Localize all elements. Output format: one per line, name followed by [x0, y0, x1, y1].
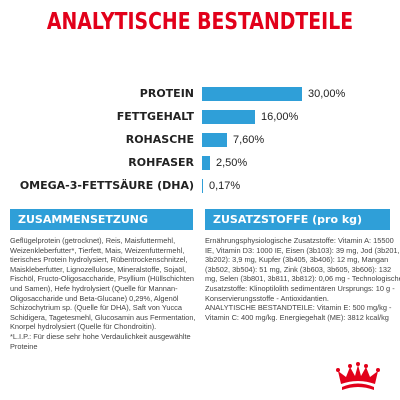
composition-line: Oligosaccharide und Beta-Glucane) 0,29%,…: [10, 293, 179, 303]
analysis-label: ROHASCHE: [125, 133, 194, 146]
composition-line: Weizenkleberfutter*, Tierfett, Mais, Wei…: [10, 245, 185, 255]
analysis-label: PROTEIN: [139, 87, 194, 100]
analysis-bar: [202, 87, 302, 101]
analysis-row-rohfaser: ROHFASER 2,50%: [0, 155, 400, 171]
analysis-row-rohasche: ROHASCHE 7,60%: [0, 132, 400, 148]
composition-line: Schidigera, Tagetesmehl, Glucosamin aus …: [10, 312, 196, 322]
analysis-value: 2,50%: [216, 157, 248, 169]
additives-heading: ZUSATZSTOFFE (pro kg): [205, 209, 390, 230]
analysis-row-omega3: OMEGA-3-FETTSÄURE (DHA) 0,17%: [0, 178, 400, 194]
additives-text: Ernährungsphysiologische Zusatzstoffe: V…: [205, 236, 400, 322]
analysis-label: ROHFASER: [128, 156, 194, 169]
additives-line: mg, Selen (3b801, 3b811, 3b812): 0,06 mg…: [205, 274, 400, 284]
analysis-row-fettgehalt: FETTGEHALT 16,00%: [0, 109, 400, 125]
composition-line: Schizochytrium sp. (Quelle für DHA), Saf…: [10, 303, 182, 313]
analysis-row-protein: PROTEIN 30,00%: [0, 86, 400, 102]
royal-canin-crown-logo: [336, 362, 380, 390]
additives-line: 3b202): 3,9 mg, Kupfer (3b405, 3b406): 1…: [205, 255, 389, 265]
additives-line: IE, Vitamin D3: 1000 IE, Eisen (3b103): …: [205, 245, 400, 255]
analysis-bar: [202, 156, 210, 170]
analysis-bar-chart: PROTEIN 30,00% FETTGEHALT 16,00% ROHASCH…: [0, 86, 400, 198]
composition-line: und Samen), Hefe hydrolysiert (Quelle fü…: [10, 283, 178, 293]
additives-line: (3b502, 3b504): 51 mg, Zink (3b603, 3b60…: [205, 264, 392, 274]
analysis-value: 7,60%: [233, 134, 265, 146]
analysis-bar: [202, 110, 255, 124]
analysis-value: 30,00%: [308, 88, 346, 100]
composition-text: Geflügelprotein (getrocknet), Reis, Mais…: [10, 236, 196, 351]
composition-line: Geflügelprotein (getrocknet), Reis, Mais…: [10, 236, 176, 245]
composition-line: Fischöl, Fructo-Oligosaccharide, Psylliu…: [10, 274, 195, 284]
composition-line: Maiskleberfutter, Lignozellulose, Minera…: [10, 264, 187, 274]
additives-line: Vitamin C: 400 mg/kg. Energiegehalt (ME)…: [205, 312, 389, 322]
additives-line: Zusatzstoffe: Klinoptilolith sedimentäre…: [205, 283, 395, 293]
composition-line: tierisches Protein hydrolysiert, Rübentr…: [10, 255, 188, 265]
composition-line: Knorpel hydrolysiert (Quelle für Chondro…: [10, 322, 157, 332]
analysis-value: 16,00%: [261, 111, 299, 123]
page-title: ANALYTISCHE BESTANDTEILE: [46, 9, 354, 35]
additives-line: Ernährungsphysiologische Zusatzstoffe: V…: [205, 236, 394, 245]
analysis-bar: [202, 133, 227, 147]
composition-heading: ZUSAMMENSETZUNG: [10, 209, 193, 230]
additives-line: Konservierungsstoffe - Antioxidantien.: [205, 293, 329, 303]
analysis-value: 0,17%: [209, 180, 241, 192]
analysis-label: OMEGA-3-FETTSÄURE (DHA): [19, 179, 194, 192]
analysis-bar: [202, 179, 203, 193]
analysis-label: FETTGEHALT: [116, 110, 194, 123]
composition-line: *L.I.P.: Für diese sehr hohe Verdaulichk…: [10, 331, 191, 341]
composition-line: Proteine: [10, 341, 38, 351]
additives-line: ANALYTISCHE BESTANDTEILE: Vitamin E: 500…: [205, 303, 392, 313]
